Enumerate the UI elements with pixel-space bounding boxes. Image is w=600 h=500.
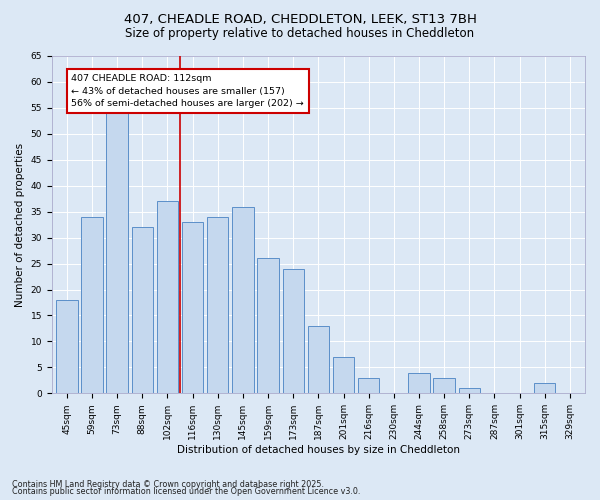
X-axis label: Distribution of detached houses by size in Cheddleton: Distribution of detached houses by size … — [177, 445, 460, 455]
Text: Contains HM Land Registry data © Crown copyright and database right 2025.: Contains HM Land Registry data © Crown c… — [12, 480, 324, 489]
Text: Size of property relative to detached houses in Cheddleton: Size of property relative to detached ho… — [125, 28, 475, 40]
Bar — [333, 357, 354, 394]
Bar — [308, 326, 329, 394]
Bar — [232, 206, 254, 394]
Bar — [182, 222, 203, 394]
Bar — [458, 388, 480, 394]
Bar — [283, 269, 304, 394]
Bar — [257, 258, 279, 394]
Text: Contains public sector information licensed under the Open Government Licence v3: Contains public sector information licen… — [12, 487, 361, 496]
Bar — [409, 372, 430, 394]
Bar — [131, 228, 153, 394]
Bar — [56, 300, 77, 394]
Bar — [106, 113, 128, 394]
Bar — [207, 217, 229, 394]
Y-axis label: Number of detached properties: Number of detached properties — [15, 142, 25, 306]
Bar — [534, 383, 556, 394]
Bar — [82, 217, 103, 394]
Text: 407 CHEADLE ROAD: 112sqm
← 43% of detached houses are smaller (157)
56% of semi-: 407 CHEADLE ROAD: 112sqm ← 43% of detach… — [71, 74, 304, 108]
Bar — [157, 202, 178, 394]
Text: 407, CHEADLE ROAD, CHEDDLETON, LEEK, ST13 7BH: 407, CHEADLE ROAD, CHEDDLETON, LEEK, ST1… — [124, 12, 476, 26]
Bar — [433, 378, 455, 394]
Bar — [358, 378, 379, 394]
